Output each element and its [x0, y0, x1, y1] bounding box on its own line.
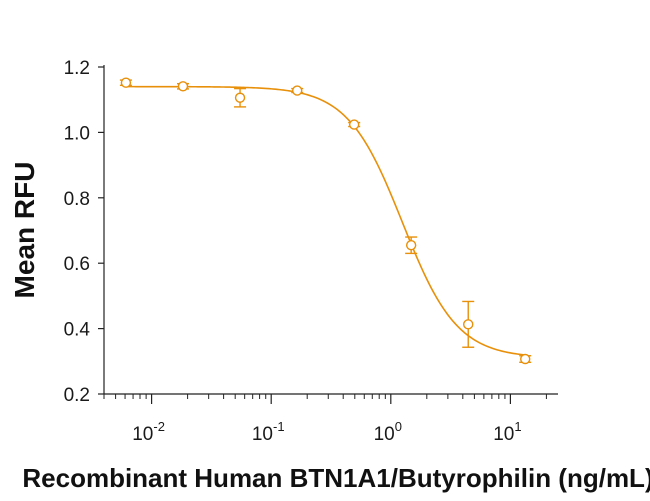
y-tick-label: 1.0	[64, 123, 90, 144]
data-point	[348, 119, 360, 130]
y-axis-title: Mean RFU	[9, 162, 40, 299]
y-tick-label: 0.6	[64, 254, 90, 275]
data-point	[234, 92, 246, 103]
y-tick-label: 0.8	[64, 189, 90, 210]
data-point	[520, 353, 531, 365]
data-point	[405, 240, 417, 251]
y-tick-label: 1.2	[64, 58, 90, 79]
x-axis-title: Recombinant Human BTN1A1/Butyrophilin (n…	[22, 463, 650, 493]
data-point	[292, 85, 303, 96]
data-point	[120, 77, 132, 88]
fit-curve	[125, 85, 526, 356]
y-axis: 0.2 0.4 0.6 0.8 1.0 1.2	[64, 58, 105, 406]
x-tick-label: 10-1	[252, 419, 285, 445]
x-tick-label: 10-2	[132, 419, 165, 445]
x-axis: 10-2 10-1 100 101	[103, 393, 558, 445]
x-tick-label: 101	[493, 419, 521, 445]
x-tick-label: 100	[374, 419, 402, 445]
y-tick-label: 0.4	[64, 320, 91, 341]
data-point	[463, 319, 474, 330]
series-group	[119, 77, 532, 365]
y-tick-label: 0.2	[64, 385, 90, 406]
data-point	[177, 81, 189, 92]
